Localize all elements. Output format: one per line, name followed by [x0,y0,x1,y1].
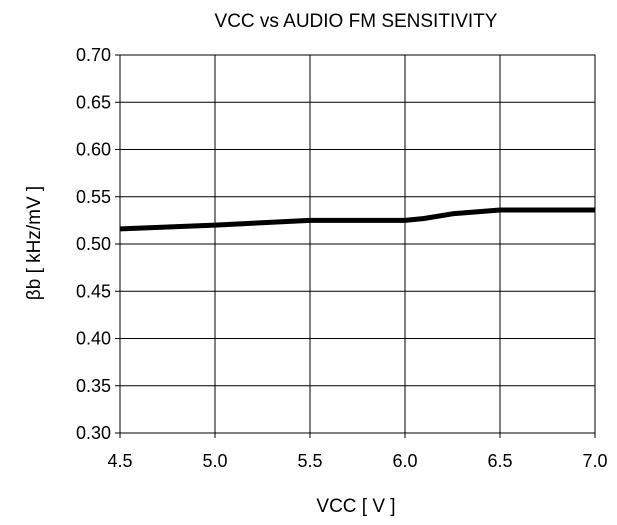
y-axis-title: βb [ kHz/mV ] [24,186,45,300]
y-tick-label: 0.30 [76,423,111,443]
series-layer [119,207,595,232]
y-tick-label: 0.60 [76,140,111,160]
y-tick-label: 0.45 [76,281,111,301]
y-tick-label: 0.40 [76,329,111,349]
chart-title: VCC vs AUDIO FM SENSITIVITY [215,11,498,32]
x-axis: 4.5 5.0 5.5 6.0 6.5 7.0 [107,433,608,471]
x-tick-label: 7.0 [582,451,607,471]
y-tick-label: 0.70 [76,45,111,65]
y-tick-label: 0.35 [76,376,111,396]
x-tick-label: 6.0 [392,451,417,471]
x-tick-label: 5.0 [202,451,227,471]
y-axis: 0.70 0.65 0.60 0.55 0.50 0.45 0.40 0.35 0.30 [76,45,120,443]
y-tick-label: 0.55 [76,187,111,207]
x-tick-label: 5.5 [297,451,322,471]
y-tick-label: 0.50 [76,234,111,254]
series-line [119,207,595,232]
x-tick-label: 4.5 [107,451,132,471]
x-tick-label: 6.5 [487,451,512,471]
x-axis-title: VCC [ V ] [316,496,395,517]
grid [119,54,596,434]
y-tick-label: 0.65 [76,92,111,112]
